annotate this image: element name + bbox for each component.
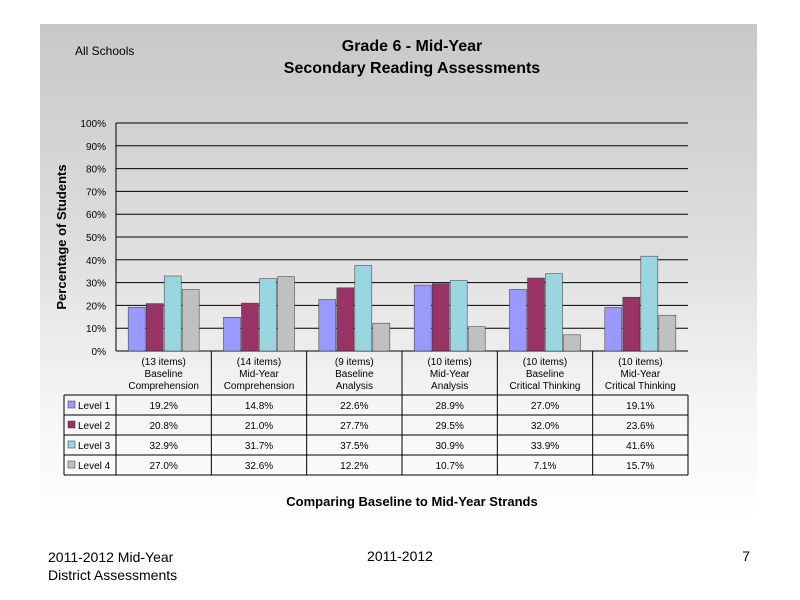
x-tick-label-line2: Baseline (144, 369, 183, 380)
x-tick-label-items: (14 items) (237, 357, 281, 368)
table-value: 29.5% (435, 421, 463, 432)
x-tick-label-line2: Baseline (335, 369, 374, 380)
page-number: 7 (742, 548, 750, 564)
y-tick-label: 70% (86, 187, 106, 198)
table-value: 19.2% (149, 401, 177, 412)
x-tick-label-items: (10 items) (523, 357, 567, 368)
bar-level-4 (181, 289, 200, 352)
footer-left-line1: 2011-2012 Mid-Year (48, 549, 174, 565)
footer-left: 2011-2012 Mid-Year District Assessments (48, 548, 177, 584)
bar-level-1 (127, 306, 146, 352)
chart-title-line1: Grade 6 - Mid-Year (341, 38, 483, 55)
bar-level-3 (640, 255, 659, 352)
table-value: 19.1% (626, 401, 654, 412)
y-tick-label: 40% (86, 256, 106, 267)
bar-level-2 (431, 283, 450, 352)
table-value: 14.8% (245, 401, 273, 412)
table-value: 30.9% (435, 441, 463, 452)
legend-swatch (67, 420, 76, 429)
chart-title-line2: Secondary Reading Assessments (283, 60, 541, 77)
x-tick-label-line3: Critical Thinking (510, 381, 581, 392)
bar-level-2 (336, 287, 355, 352)
bar-level-2 (527, 277, 545, 352)
legend-label: Level 3 (78, 441, 111, 452)
x-tick-label-line3: Critical Thinking (605, 381, 676, 392)
bar-level-3 (163, 275, 182, 352)
table-value: 32.6% (245, 461, 273, 472)
x-tick-label-line3: Analysis (431, 381, 468, 392)
y-tick-label: 20% (86, 301, 106, 312)
x-tick-label-items: (10 items) (618, 357, 662, 368)
legend-label: Level 4 (78, 461, 111, 472)
x-tick-label-line2: Mid-Year (621, 369, 661, 380)
x-tick-label-line3: Comprehension (128, 381, 199, 392)
y-tick-label: 0% (92, 347, 107, 358)
x-tick-label-line2: Baseline (526, 369, 565, 380)
table-value: 22.6% (340, 401, 368, 412)
table-value: 15.7% (626, 461, 654, 472)
y-tick-label: 60% (86, 210, 106, 221)
bar-level-3 (545, 273, 563, 352)
bar-level-4 (658, 314, 677, 352)
table-value: 41.6% (626, 441, 654, 452)
x-tick-label-line2: Mid-Year (430, 369, 470, 380)
x-tick-label-items: (10 items) (427, 357, 471, 368)
x-tick-label-items: (9 items) (335, 357, 374, 368)
table-value: 32.0% (531, 421, 559, 432)
x-tick-label-line3: Analysis (336, 381, 373, 392)
bar-level-1 (223, 317, 241, 352)
table-value: 27.0% (531, 401, 559, 412)
x-tick-label-line3: Comprehension (224, 381, 295, 392)
table-value: 21.0% (245, 421, 273, 432)
table-value: 12.2% (340, 461, 368, 472)
y-tick-label: 90% (86, 142, 106, 153)
bar-level-1 (318, 299, 337, 352)
legend-label: Level 2 (78, 421, 111, 432)
y-tick-label: 30% (86, 279, 106, 290)
bar-level-2 (145, 303, 164, 352)
table-value: 7.1% (534, 461, 557, 472)
bar-level-3 (354, 265, 373, 352)
x-axis-title: Comparing Baseline to Mid-Year Strands (286, 494, 538, 509)
table-value: 10.7% (435, 461, 463, 472)
bar-level-1 (413, 284, 432, 352)
y-tick-label: 10% (86, 324, 106, 335)
bar-level-2 (622, 296, 641, 352)
y-tick-label: 80% (86, 165, 106, 176)
scope-label: All Schools (75, 44, 135, 58)
y-tick-label: 50% (86, 233, 106, 244)
bar-level-1 (509, 289, 527, 352)
x-tick-label-line2: Mid-Year (239, 369, 279, 380)
table-value: 37.5% (340, 441, 368, 452)
table-value: 27.0% (149, 461, 177, 472)
footer-center: 2011-2012 (367, 548, 433, 564)
legend-swatch (67, 460, 76, 469)
bar-level-1 (604, 307, 623, 352)
table-value: 33.9% (531, 441, 559, 452)
legend-swatch (67, 400, 76, 409)
y-tick-label: 100% (80, 119, 106, 130)
bar-level-2 (241, 302, 259, 352)
bar-level-3 (259, 278, 277, 352)
bar-level-3 (449, 280, 468, 352)
table-value: 23.6% (626, 421, 654, 432)
y-axis-title: Percentage of Students (54, 164, 69, 309)
bar-level-4 (277, 276, 295, 352)
table-value: 28.9% (435, 401, 463, 412)
legend-label: Level 1 (78, 401, 111, 412)
bar-level-4 (467, 326, 486, 352)
bar-level-4 (563, 334, 581, 352)
legend-swatch (67, 440, 76, 449)
table-value: 20.8% (149, 421, 177, 432)
table-value: 27.7% (340, 421, 368, 432)
slide-panel (40, 24, 757, 520)
bar-level-4 (372, 322, 391, 352)
table-value: 32.9% (149, 441, 177, 452)
table-value: 31.7% (245, 441, 273, 452)
footer-left-line2: District Assessments (48, 567, 178, 583)
x-tick-label-items: (13 items) (141, 357, 185, 368)
